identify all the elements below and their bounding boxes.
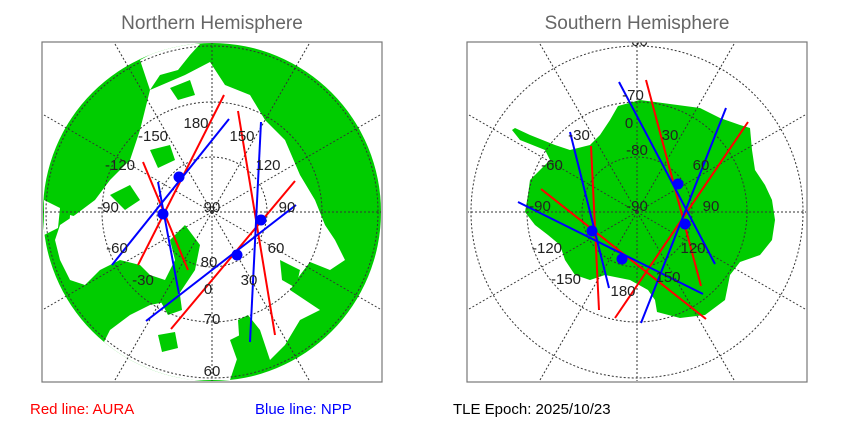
latitude-label: 60 bbox=[204, 363, 221, 380]
satellite-position-dot bbox=[616, 253, 628, 265]
north-map: 180 -150 150 -120 120 -90 90 -60 60 -30 30 0 90 80 70 6… bbox=[42, 42, 382, 382]
longitude-label: 30 bbox=[662, 127, 679, 144]
latitude-label: -60 bbox=[626, 33, 648, 50]
longitude-label: -30 bbox=[568, 127, 590, 144]
satellite-position-dot bbox=[679, 218, 691, 230]
longitude-label: -90 bbox=[97, 199, 119, 216]
antarctica-land bbox=[512, 100, 775, 318]
north-ocean bbox=[44, 44, 345, 380]
meridian-line bbox=[211, 211, 382, 311]
north-title: Northern Hemisphere bbox=[121, 13, 303, 34]
tle-epoch: TLE Epoch: 2025/10/23 bbox=[453, 401, 611, 418]
npp-track-line bbox=[249, 121, 262, 343]
south-tracks bbox=[517, 79, 749, 324]
longitude-label: -150 bbox=[551, 271, 581, 288]
latitude-circle bbox=[581, 156, 693, 268]
meridian-line bbox=[636, 42, 736, 213]
north-tracks bbox=[111, 94, 297, 343]
npp-track-line bbox=[618, 81, 716, 265]
npp-track-line bbox=[157, 181, 180, 295]
meridian-line bbox=[538, 42, 638, 213]
longitude-label: 0 bbox=[204, 281, 212, 298]
meridian-line bbox=[113, 211, 213, 382]
south-title: Southern Hemisphere bbox=[545, 13, 730, 34]
longitude-label: -90 bbox=[529, 198, 551, 215]
longitude-label: -30 bbox=[132, 272, 154, 289]
satellite-position-dot bbox=[157, 208, 169, 220]
meridian-line bbox=[211, 113, 382, 213]
latitude-label: -70 bbox=[622, 87, 644, 104]
npp-track-line bbox=[145, 204, 297, 322]
meridian-line bbox=[42, 113, 213, 213]
npp-track-line bbox=[569, 131, 610, 289]
longitude-label: -120 bbox=[105, 157, 135, 174]
latitude-label: -80 bbox=[626, 142, 648, 159]
latitude-label: 80 bbox=[201, 254, 218, 271]
longitude-label: 0 bbox=[625, 115, 633, 132]
longitude-label: -60 bbox=[541, 157, 563, 174]
longitude-label: 180 bbox=[183, 115, 208, 132]
north-frame bbox=[41, 41, 383, 383]
longitude-label: 30 bbox=[241, 272, 258, 289]
longitude-label: 90 bbox=[703, 198, 720, 215]
latitude-circle bbox=[156, 156, 268, 268]
meridian-line bbox=[636, 113, 807, 213]
satellite-position-dot bbox=[231, 249, 243, 261]
meridian-line bbox=[538, 211, 638, 382]
longitude-label: -60 bbox=[106, 240, 128, 257]
npp-track-line bbox=[517, 201, 704, 295]
satellite-position-dot bbox=[586, 225, 598, 237]
meridian-line bbox=[42, 211, 213, 311]
longitude-label: 120 bbox=[255, 157, 280, 174]
longitude-label: 120 bbox=[680, 240, 705, 257]
north-labels: 180 -150 150 -120 120 -90 90 -60 60 -30 30 0 90 80 70 6… bbox=[97, 115, 295, 380]
meridian-line bbox=[211, 211, 311, 382]
south-labels: 0 30 -30 -60 60 -90 90 -120 120 -150 150 180 -90 -80 -… bbox=[529, 33, 720, 300]
north-graticule bbox=[42, 42, 382, 382]
longitude-label: -150 bbox=[138, 128, 168, 145]
longitude-label: 150 bbox=[655, 269, 680, 286]
npp-track-line bbox=[111, 118, 230, 266]
latitude-label: 70 bbox=[204, 311, 221, 328]
meridian-line bbox=[467, 211, 638, 311]
satellite-position-dot bbox=[672, 178, 684, 190]
longitude-label: 150 bbox=[229, 128, 254, 145]
meridian-line bbox=[636, 211, 807, 311]
longitude-label: 180 bbox=[610, 283, 635, 300]
legend-npp: Blue line: NPP bbox=[255, 401, 352, 418]
satellite-position-dot bbox=[255, 214, 267, 226]
south-frame bbox=[466, 41, 808, 383]
north-islands bbox=[110, 55, 300, 368]
legend-aura: Red line: AURA bbox=[30, 401, 134, 418]
south-map: 0 30 -30 -60 60 -90 90 -120 120 -150 150 180 -90 -80 -… bbox=[467, 33, 807, 382]
latitude-label: -90 bbox=[626, 198, 648, 215]
longitude-label: 60 bbox=[693, 157, 710, 174]
south-graticule bbox=[467, 42, 807, 382]
longitude-label: 60 bbox=[268, 240, 285, 257]
meridian-line bbox=[636, 211, 736, 382]
latitude-label: 90 bbox=[204, 199, 221, 216]
meridian-line bbox=[113, 42, 213, 213]
longitude-label: -120 bbox=[532, 240, 562, 257]
longitude-label: 90 bbox=[279, 199, 296, 216]
meridian-line bbox=[467, 113, 638, 213]
satellite-position-dot bbox=[173, 171, 185, 183]
npp-track-line bbox=[640, 107, 727, 324]
